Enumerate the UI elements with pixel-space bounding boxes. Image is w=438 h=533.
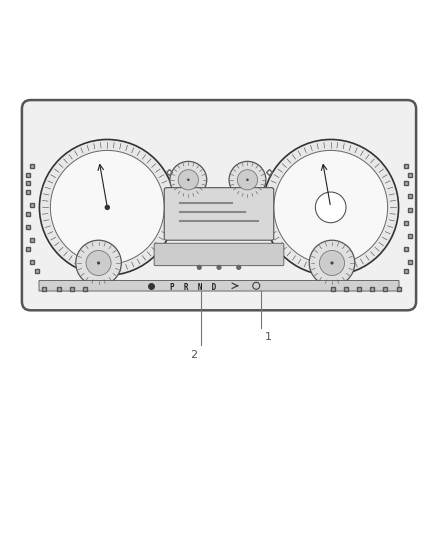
Circle shape [309,240,355,286]
FancyBboxPatch shape [154,243,284,265]
Circle shape [315,192,346,223]
Circle shape [170,161,207,198]
Circle shape [76,240,121,286]
Circle shape [229,161,266,198]
Text: 2: 2 [191,350,198,360]
Circle shape [97,261,100,264]
Circle shape [274,150,388,264]
Circle shape [216,265,222,270]
FancyBboxPatch shape [22,100,416,310]
Circle shape [178,169,198,190]
Circle shape [319,251,345,276]
Text: 1: 1 [265,332,272,342]
Circle shape [197,265,202,270]
FancyBboxPatch shape [39,280,399,291]
Circle shape [50,150,164,264]
Circle shape [328,205,333,210]
Circle shape [187,179,190,181]
Circle shape [237,169,258,190]
Circle shape [236,265,241,270]
Circle shape [330,261,334,264]
Circle shape [86,251,111,276]
Circle shape [105,205,110,210]
Circle shape [246,179,249,181]
Circle shape [263,140,399,275]
Text: P  R  N  D: P R N D [170,283,216,292]
FancyBboxPatch shape [164,188,274,240]
Circle shape [39,140,175,275]
